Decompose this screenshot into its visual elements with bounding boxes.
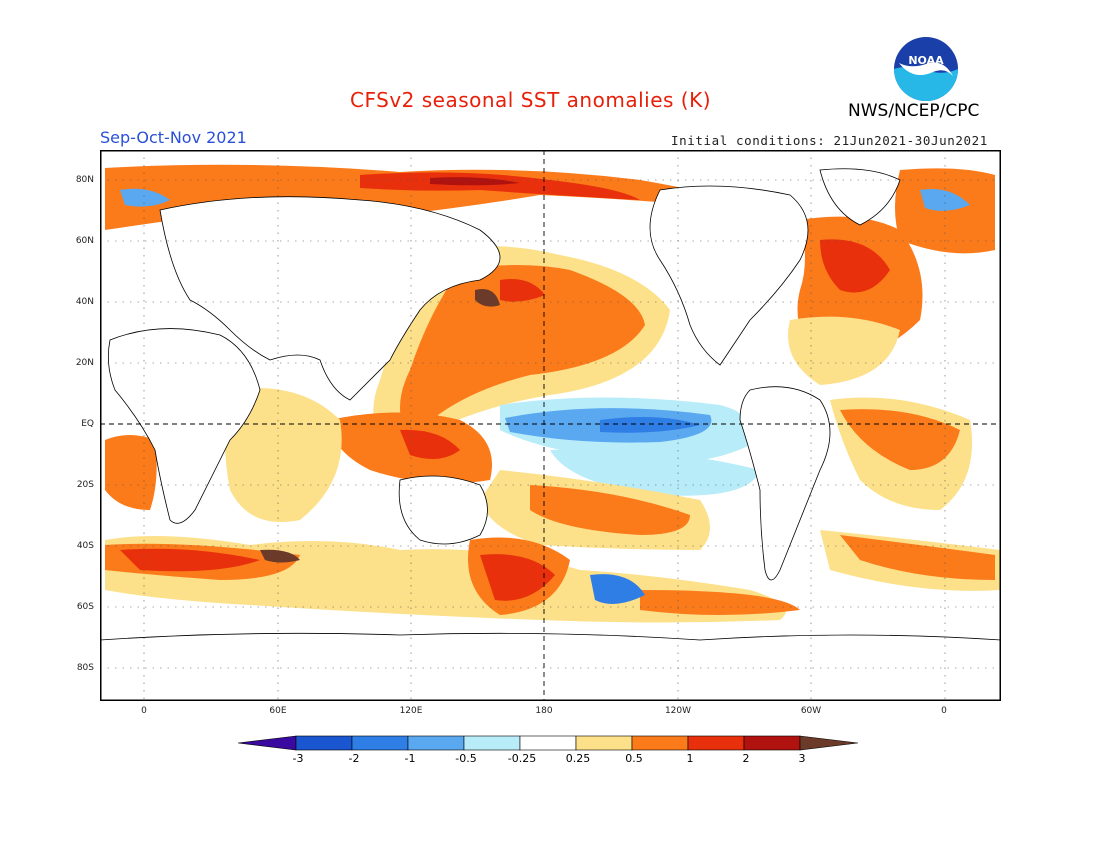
logo-text: NOAA [908,54,944,67]
colorbar-swatch [631,735,689,751]
initial-conditions-label: Initial conditions: 21Jun2021-30Jun2021 [671,133,988,148]
colorbar-swatch [519,735,577,751]
colorbar-label: 0.25 [565,752,591,765]
reference-lines [100,150,1001,701]
lon-label: 120E [399,706,423,716]
colorbar-swatch [407,735,465,751]
lon-label: 60W [800,706,822,716]
colorbar-end-left [237,735,297,751]
colorbar-swatch [575,735,633,751]
lat-label: 20S [76,480,94,490]
lat-label: 80N [75,175,94,185]
colorbar-label: 2 [742,752,750,765]
lat-label: 20N [75,358,94,368]
colorbar-label: -1 [404,752,416,765]
colorbar-label: -3 [292,752,304,765]
colorbar-label: 0.5 [625,752,643,765]
map-frame [100,150,1001,701]
colorbar [237,735,859,751]
season-label: Sep-Oct-Nov 2021 [100,128,247,147]
lat-label: 60S [76,602,94,612]
gridlines [100,150,1001,701]
lat-label: EQ [81,419,94,429]
noaa-logo: NOAA [894,37,958,101]
lon-label: 60E [269,706,287,716]
organization-label: NWS/NCEP/CPC [848,101,980,121]
lat-label: 80S [76,663,94,673]
colorbar-label: -2 [348,752,360,765]
lon-label: 180 [535,706,553,716]
coastlines [100,168,1001,701]
lon-label: 120W [664,706,692,716]
lat-label: 60N [75,236,94,246]
colorbar-label: 1 [686,752,694,765]
colorbar-swatch [463,735,521,751]
lon-label: 0 [941,706,947,716]
sst-anomaly-map [100,150,1001,701]
colorbar-swatch [295,735,353,751]
colorbar-swatch [743,735,801,751]
anomaly-fields [105,164,1000,623]
colorbar-label: -0.25 [507,752,537,765]
colorbar-label: 3 [798,752,806,765]
lat-label: 40N [75,297,94,307]
colorbar-label: -0.5 [455,752,477,765]
chart-title: CFSv2 seasonal SST anomalies (K) [350,88,711,112]
colorbar-end-right [799,735,859,751]
colorbar-swatch [351,735,409,751]
lon-label: 0 [141,706,147,716]
colorbar-swatch [687,735,745,751]
lat-label: 40S [76,541,94,551]
